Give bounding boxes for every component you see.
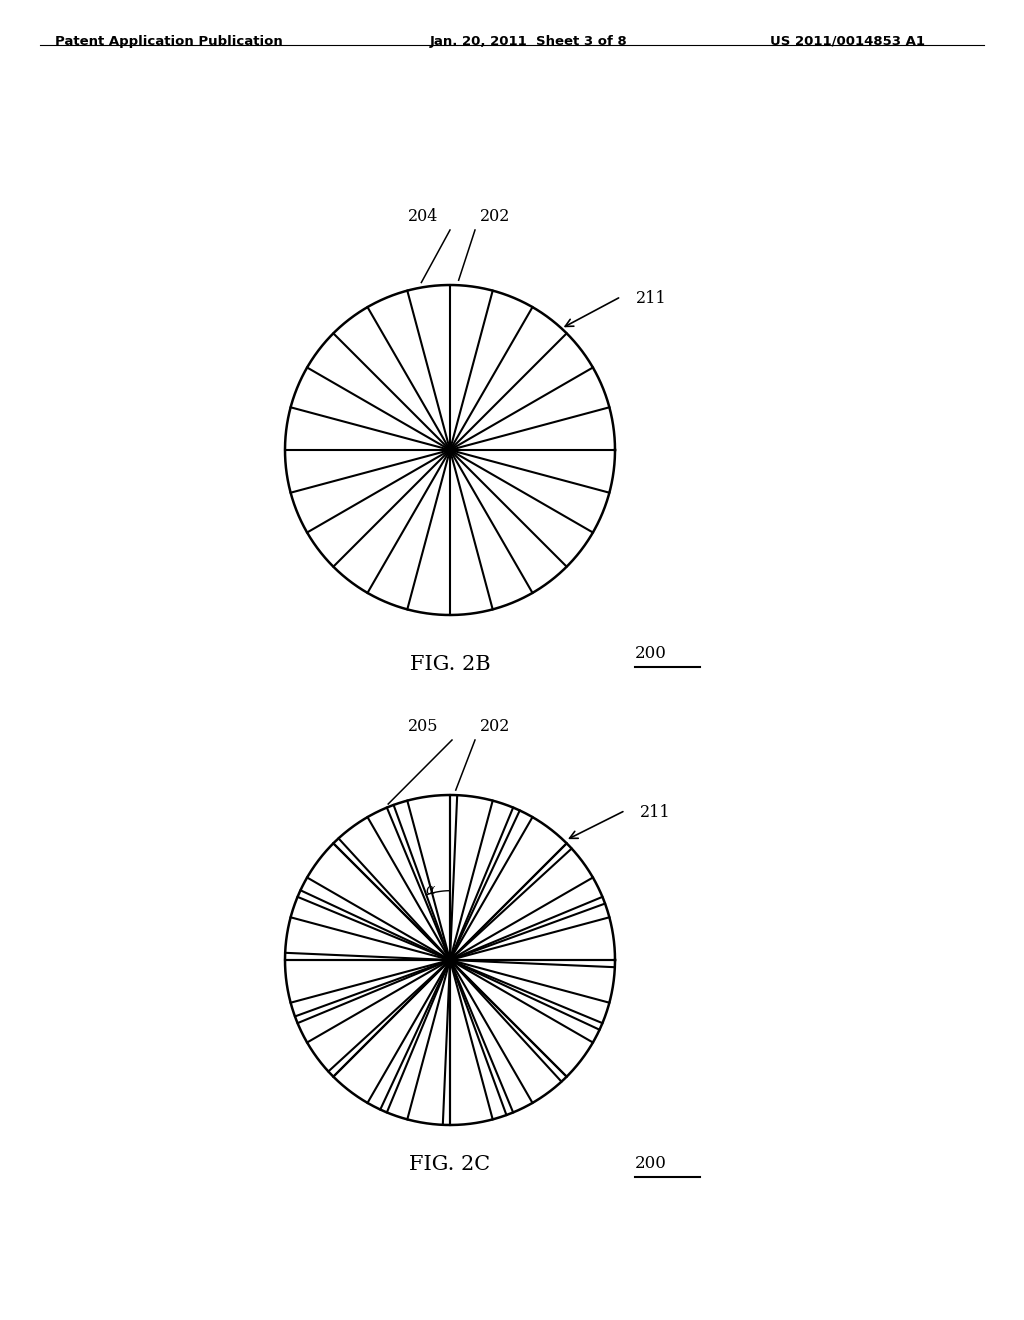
Text: 202: 202 <box>480 718 510 735</box>
Text: 200: 200 <box>635 645 667 663</box>
Text: α: α <box>425 883 435 898</box>
Text: 211: 211 <box>636 290 667 308</box>
Text: Jan. 20, 2011  Sheet 3 of 8: Jan. 20, 2011 Sheet 3 of 8 <box>430 36 628 48</box>
Text: US 2011/0014853 A1: US 2011/0014853 A1 <box>770 36 925 48</box>
Text: FIG. 2B: FIG. 2B <box>410 656 490 675</box>
Text: 211: 211 <box>640 804 671 821</box>
Text: 200: 200 <box>635 1155 667 1172</box>
Text: 202: 202 <box>480 209 510 224</box>
Text: 204: 204 <box>408 209 438 224</box>
Text: Patent Application Publication: Patent Application Publication <box>55 36 283 48</box>
Text: FIG. 2C: FIG. 2C <box>410 1155 490 1175</box>
Text: 205: 205 <box>408 718 438 735</box>
